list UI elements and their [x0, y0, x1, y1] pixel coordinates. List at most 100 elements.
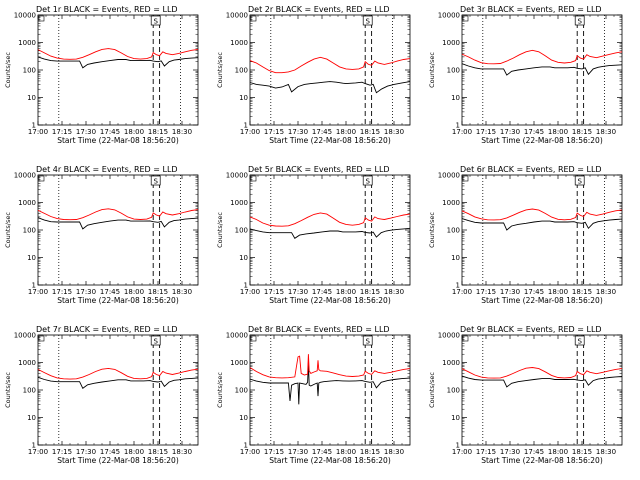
corner-box [250, 335, 257, 342]
x-tick-label: 17:15 [264, 128, 284, 136]
y-tick-label: 100 [235, 67, 248, 75]
x-tick-label: 17:15 [476, 288, 496, 296]
detector-chart-2: Det 2r BLACK = Events, RED = LLD 1 10 100 10… [216, 5, 411, 145]
y-tick-label: 1 [456, 282, 460, 290]
saa-marker-box [150, 15, 161, 26]
x-tick-label: 17:15 [52, 128, 72, 136]
y-tick-label: 10 [239, 414, 248, 422]
x-axis-label: Start Time (22-Mar-08 18:56:20) [57, 456, 179, 465]
y-tick-label: 100 [447, 227, 460, 235]
x-tick-label: 17:30 [76, 128, 96, 136]
x-tick-label: 17:45 [100, 288, 120, 296]
chart-title: Det 3r BLACK = Events, RED = LLD [460, 5, 602, 14]
series-line-lld [37, 208, 199, 221]
x-tick-label: 17:45 [524, 448, 544, 456]
x-axis-label: Start Time (22-Mar-08 18:56:20) [57, 296, 179, 305]
y-tick-label: 10000 [14, 332, 36, 340]
plot-frame [461, 14, 623, 126]
x-tick-label: 18:00 [124, 288, 144, 296]
y-tick-label: 100 [447, 387, 460, 395]
y-tick-label: 1000 [230, 39, 248, 47]
x-tick-label: 18:15 [148, 128, 168, 136]
x-tick-label: 17:15 [476, 448, 496, 456]
x-axis-label: Start Time (22-Mar-08 18:56:20) [269, 296, 391, 305]
x-tick-label: 18:30 [172, 128, 192, 136]
y-tick-label: 1 [32, 282, 36, 290]
y-tick-label: 1 [244, 122, 248, 130]
corner-box [462, 175, 469, 182]
y-tick-label: 1 [244, 442, 248, 450]
plot-frame [37, 334, 199, 446]
detector-chart-7: Det 7r BLACK = Events, RED = LLD 1 10 100 10… [4, 325, 199, 465]
y-tick-label: 1000 [230, 359, 248, 367]
y-tick-label: 1000 [18, 39, 36, 47]
x-tick-label: 18:00 [124, 128, 144, 136]
saa-marker-box [150, 175, 161, 186]
chart-title: Det 4r BLACK = Events, RED = LLD [36, 165, 178, 174]
saa-marker-box [574, 15, 585, 26]
series-line-lld [37, 48, 199, 60]
plot-frame [461, 174, 623, 286]
series-line-lld [461, 208, 623, 221]
x-tick-label: 18:30 [384, 128, 404, 136]
y-tick-label: 10 [27, 414, 36, 422]
y-tick-label: 10000 [438, 332, 460, 340]
series-line-events [249, 227, 411, 239]
y-axis-label: Counts/sec [216, 52, 224, 88]
chart-title: Det 2r BLACK = Events, RED = LLD [248, 5, 390, 14]
y-tick-label: 10000 [226, 172, 248, 180]
corner-box [38, 335, 45, 342]
x-tick-label: 18:30 [384, 448, 404, 456]
y-axis-label: Counts/sec [216, 372, 224, 408]
x-axis-label: Start Time (22-Mar-08 18:56:20) [481, 136, 603, 145]
plot-frame [249, 14, 411, 126]
x-tick-label: 18:00 [548, 288, 568, 296]
y-tick-label: 1000 [442, 199, 460, 207]
y-tick-label: 100 [447, 67, 460, 75]
y-tick-label: 1 [32, 122, 36, 130]
y-axis-label: Counts/sec [428, 52, 436, 88]
y-tick-label: 1 [244, 282, 248, 290]
x-tick-label: 17:15 [52, 288, 72, 296]
y-tick-label: 10000 [14, 12, 36, 20]
y-tick-label: 10000 [438, 12, 460, 20]
x-tick-label: 18:15 [360, 128, 380, 136]
x-tick-label: 17:15 [264, 448, 284, 456]
y-tick-label: 10000 [438, 172, 460, 180]
saa-marker-box [574, 335, 585, 346]
y-tick-label: 1000 [230, 199, 248, 207]
saa-marker-label: S [365, 18, 370, 26]
y-axis-label: Counts/sec [428, 372, 436, 408]
series-line-events [37, 376, 199, 389]
x-tick-label: 18:00 [336, 288, 356, 296]
x-tick-label: 18:15 [572, 288, 592, 296]
x-tick-label: 17:00 [452, 128, 472, 136]
y-axis-label: Counts/sec [4, 372, 12, 408]
x-tick-label: 17:00 [452, 288, 472, 296]
series-line-events [249, 362, 411, 405]
chart-title: Det 1r BLACK = Events, RED = LLD [36, 5, 178, 14]
x-tick-label: 17:45 [524, 128, 544, 136]
saa-marker-box [150, 335, 161, 346]
x-tick-label: 18:15 [360, 288, 380, 296]
chart-title: Det 7r BLACK = Events, RED = LLD [36, 325, 178, 334]
y-tick-label: 10 [27, 254, 36, 262]
detector-chart-9: Det 9r BLACK = Events, RED = LLD 1 10 100 10… [428, 325, 623, 465]
saa-marker-label: S [153, 338, 158, 346]
detector-chart-6: Det 6r BLACK = Events, RED = LLD 1 10 100 10… [428, 165, 623, 305]
chart-title: Det 9r BLACK = Events, RED = LLD [460, 325, 602, 334]
y-tick-label: 100 [23, 67, 36, 75]
y-tick-label: 100 [235, 387, 248, 395]
x-tick-label: 17:30 [76, 448, 96, 456]
y-tick-label: 100 [23, 227, 36, 235]
y-tick-label: 1000 [18, 359, 36, 367]
x-tick-label: 17:45 [312, 448, 332, 456]
x-axis-label: Start Time (22-Mar-08 18:56:20) [481, 296, 603, 305]
x-tick-label: 17:00 [240, 128, 260, 136]
x-tick-label: 17:30 [288, 288, 308, 296]
corner-box [250, 15, 257, 22]
x-tick-label: 17:30 [76, 288, 96, 296]
x-axis-label: Start Time (22-Mar-08 18:56:20) [269, 136, 391, 145]
y-tick-label: 10 [451, 414, 460, 422]
chart-title: Det 8r BLACK = Events, RED = LLD [248, 325, 390, 334]
